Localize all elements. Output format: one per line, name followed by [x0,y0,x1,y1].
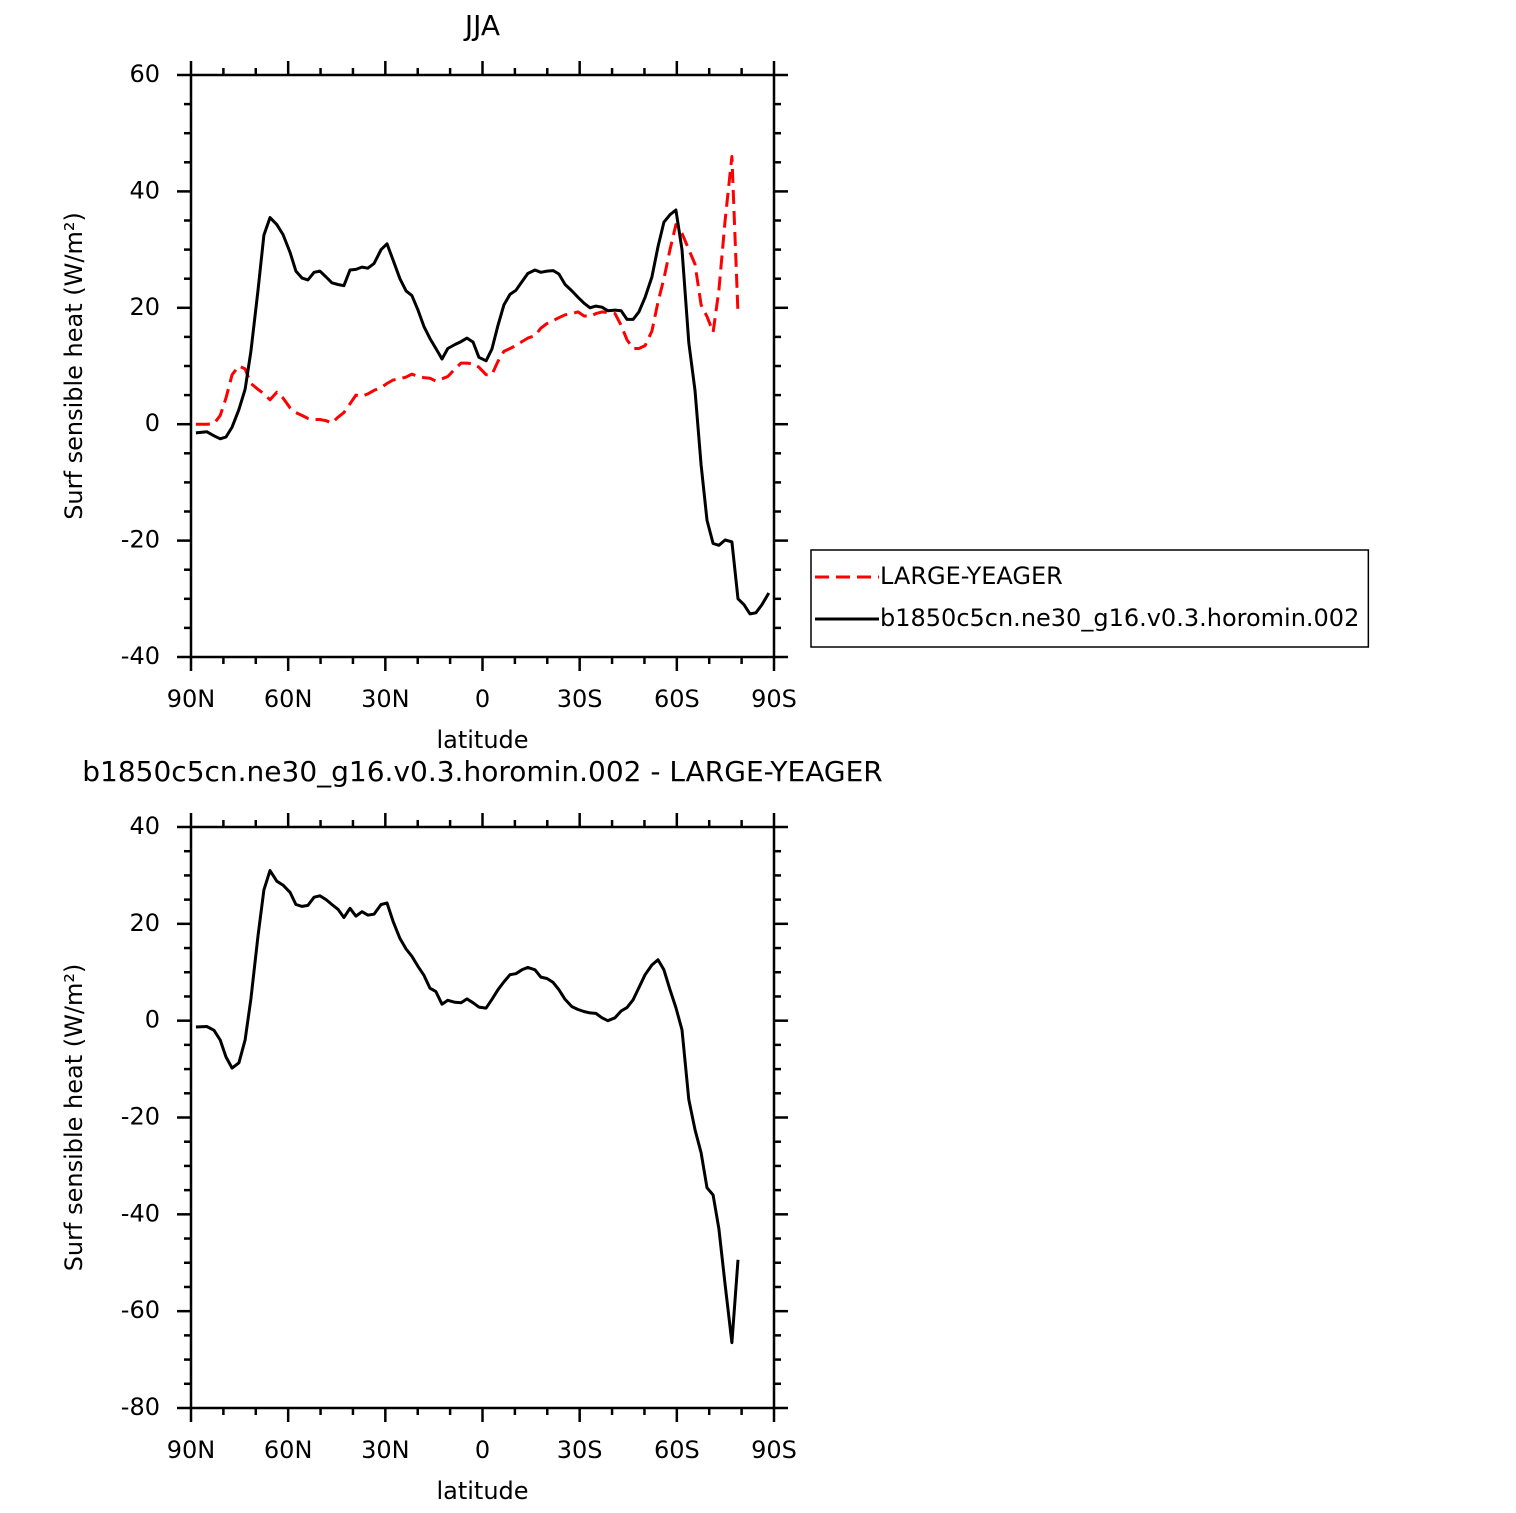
x-tick-label: 90S [751,685,797,713]
x-axis-label: latitude [436,1477,528,1505]
plot-frame [189,73,776,659]
legend-box [810,549,1370,648]
y-axis-label: Surf sensible heat (W/m²) [60,212,88,520]
y-tick-label: 20 [129,909,160,937]
y-tick-label: 20 [129,293,160,321]
y-tick-label: 40 [129,812,160,840]
legend-label: b1850c5cn.ne30_g16.v0.3.horomin.002 [880,604,1359,632]
data-line [195,869,740,1345]
chart-title: JJA [463,9,500,42]
x-tick-label: 0 [475,1436,490,1464]
y-tick-label: -40 [121,1199,160,1227]
y-tick-label: -20 [121,1103,160,1131]
chart-title: b1850c5cn.ne30_g16.v0.3.horomin.002 - LA… [82,755,882,788]
y-tick-label: 0 [145,409,160,437]
plot-frame [189,825,776,1410]
x-axis-label: latitude [436,726,528,754]
x-tick-label: 0 [475,685,490,713]
y-tick-label: 40 [129,176,160,204]
y-tick-label: -40 [121,642,160,670]
y-tick-label: 60 [129,60,160,88]
x-tick-label: 90N [167,685,216,713]
x-tick-label: 60N [264,685,313,713]
x-tick-label: 60N [264,1436,313,1464]
x-tick-label: 30S [557,1436,603,1464]
x-tick-label: 60S [654,1436,700,1464]
y-tick-label: -80 [121,1393,160,1421]
y-axis-label: Surf sensible heat (W/m²) [60,964,88,1272]
x-tick-label: 90S [751,1436,797,1464]
y-tick-label: -60 [121,1296,160,1324]
x-tick-label: 30N [361,1436,410,1464]
data-line [195,155,740,426]
x-tick-label: 90N [167,1436,216,1464]
x-tick-label: 30N [361,685,410,713]
x-tick-label: 60S [654,685,700,713]
legend-label: LARGE-YEAGER [880,562,1063,590]
x-tick-label: 30S [557,685,603,713]
y-tick-label: 0 [145,1006,160,1034]
legend: LARGE-YEAGER b1850c5cn.ne30_g16.v0.3.horo… [810,549,1370,648]
y-tick-label: -20 [121,526,160,554]
data-line [195,208,771,616]
